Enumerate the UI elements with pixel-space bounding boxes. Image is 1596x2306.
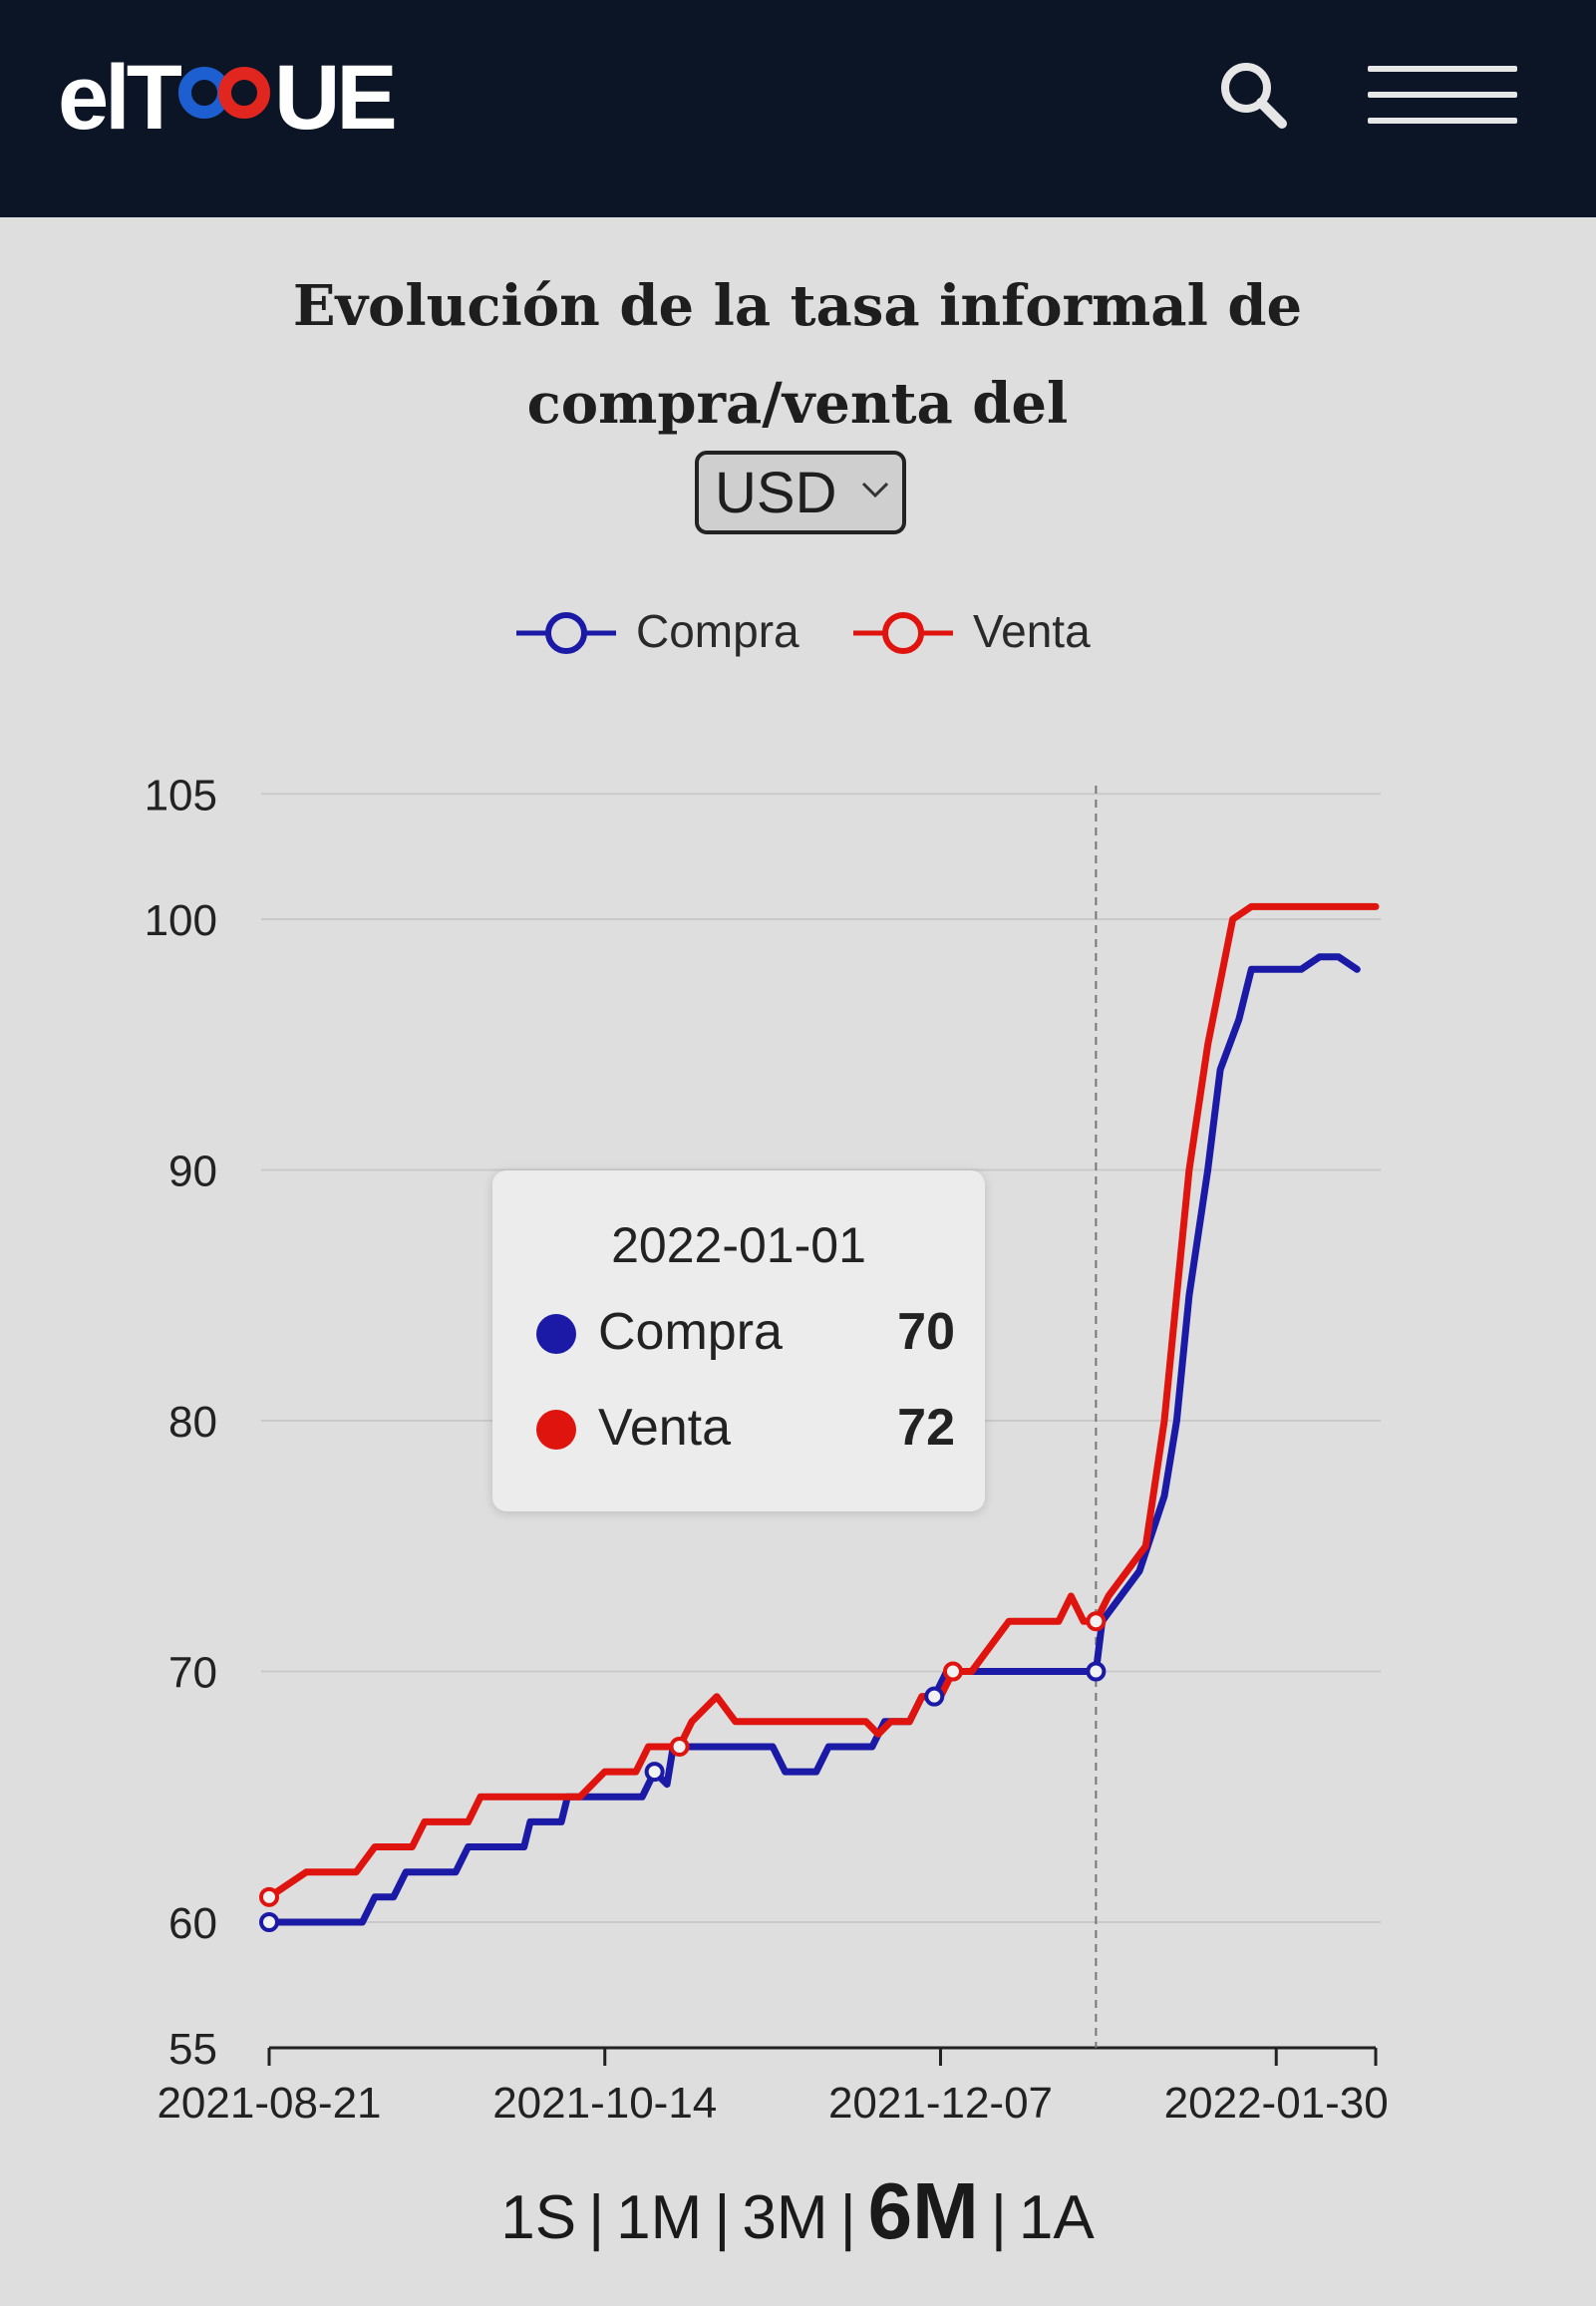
y-tick-label-105: 105 [145, 771, 217, 820]
series-markers [259, 1611, 1107, 1932]
legend-compra-marker-icon [516, 612, 616, 654]
point-compra-2021-12-06 [924, 1686, 945, 1707]
tooltip-row-venta: Venta 72 [536, 1398, 955, 1458]
x-tick-label-2021-12-07: 2021-12-07 [828, 2079, 1053, 2128]
y-tick-label-70: 70 [168, 1649, 217, 1698]
search-icon[interactable] [1214, 56, 1294, 136]
logo-rings-icon [177, 61, 274, 131]
x-tick-label-2021-10-14: 2021-10-14 [492, 2079, 717, 2128]
tooltip-date: 2022-01-01 [611, 1217, 866, 1273]
series-line-venta [265, 902, 1380, 1901]
series-lines [265, 902, 1380, 1926]
tooltip-row-compra: Compra 70 [536, 1302, 955, 1362]
y-tick-label-90: 90 [168, 1148, 217, 1196]
tooltip-venta-value: 72 [897, 1399, 955, 1457]
range-separator: | [990, 2183, 1007, 2252]
tooltip-compra-dot [536, 1314, 576, 1354]
chart-title: Evolución de la tasa informal de compra/… [292, 273, 1303, 437]
legend-compra[interactable]: Compra [514, 598, 843, 668]
y-tick-label-55: 55 [168, 2025, 217, 2074]
chart-tooltip: 2022-01-01 Compra 70 Venta 72 [492, 1170, 985, 1511]
range-separator: | [588, 2183, 605, 2252]
range-separator: | [714, 2183, 731, 2252]
point-venta-2021-08-21 [259, 1886, 279, 1907]
currency-select[interactable]: USD [695, 451, 906, 534]
x-tick-label-2022-01-30: 2022-01-30 [1164, 2079, 1389, 2128]
y-tick-label-60: 60 [168, 1899, 217, 1948]
range-option-1a[interactable]: 1A [1018, 2183, 1095, 2252]
hamburger-menu-icon[interactable] [1368, 58, 1519, 130]
tooltip-compra-value: 70 [897, 1303, 955, 1361]
y-tick-label-100: 100 [145, 896, 217, 945]
range-option-6m[interactable]: 6M [867, 2166, 979, 2255]
point-venta-2021-10-26 [669, 1736, 690, 1757]
logo-suffix: UE [273, 47, 398, 149]
y-axis: 55 60 70 80 90 100 105 [145, 771, 217, 2074]
top-bar: elT UE [0, 0, 1596, 217]
point-compra-2022-01-01 [1086, 1661, 1107, 1682]
point-compra-2021-08-21 [259, 1912, 279, 1932]
range-separator: | [839, 2183, 856, 2252]
tooltip-venta-dot [536, 1410, 576, 1450]
eltoque-logo[interactable]: elT UE [58, 48, 437, 148]
tooltip-venta-name: Venta [598, 1399, 732, 1457]
y-tick-label-80: 80 [168, 1398, 217, 1447]
legend-venta-marker-icon [853, 612, 953, 654]
currency-selected-value: USD [715, 461, 837, 525]
point-venta-2022-01-01 [1086, 1611, 1107, 1632]
legend-venta[interactable]: Venta [851, 598, 1160, 668]
x-axis: 2021-08-21 2021-10-14 2021-12-07 2022-01-30 [157, 2046, 1389, 2128]
logo-prefix: elT [58, 47, 182, 149]
range-option-3m[interactable]: 3M [742, 2183, 828, 2252]
tooltip-compra-name: Compra [598, 1303, 783, 1361]
point-compra-2021-10-22 [644, 1762, 665, 1783]
legend-venta-label: Venta [973, 605, 1091, 657]
x-tick-label-2021-08-21: 2021-08-21 [157, 2079, 381, 2128]
chevron-down-icon [861, 482, 889, 498]
range-option-1s[interactable]: 1S [500, 2183, 577, 2252]
point-venta-2021-12-09 [942, 1661, 963, 1682]
range-option-1m[interactable]: 1M [616, 2183, 703, 2252]
legend-compra-label: Compra [636, 605, 799, 657]
time-range-selector: 1S | 1M | 3M | 6M | 1A [299, 2165, 1296, 2257]
